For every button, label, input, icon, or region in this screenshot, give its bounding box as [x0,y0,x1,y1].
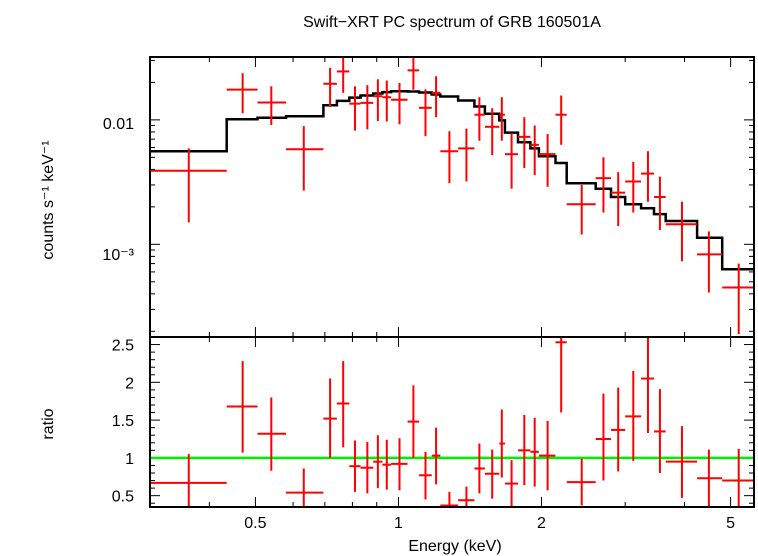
bottom-y-axis-label: ratio [40,408,57,439]
x-tick-label: 0.5 [244,515,266,532]
bottom-panel: 0.5 1 1.5 2 2.5 0.5 1 2 5 ratio Energy (keV) [40,336,755,555]
bottom-plot-area: 0.5 1 1.5 2 2.5 0.5 1 2 5 [112,336,754,532]
top-y-axis-label: counts s⁻¹ keV⁻¹ [40,140,57,259]
x-tick-label: 1 [394,515,403,532]
bottom-ytick-label: 1 [125,451,134,468]
chart-title: Swift−XRT PC spectrum of GRB 160501A [303,14,601,31]
x-axis-label: Energy (keV) [408,538,501,555]
bottom-ytick-label: 1.5 [112,413,134,430]
bottom-ytick-label: 0.5 [112,489,134,506]
bottom-ytick-label: 2.5 [112,338,134,355]
top-ytick-label-0: 0.01 [103,116,134,133]
bottom-ytick-label: 2 [125,375,134,392]
bottom-panel-frame [149,336,755,508]
x-tick-label: 5 [726,515,735,532]
top-plot-area [149,57,754,337]
x-tick-label: 2 [537,515,546,532]
top-ytick-label-1: 10⁻³ [102,247,134,264]
model-step-line [150,89,754,271]
top-panel: 0.01 10⁻³ counts s⁻¹ keV⁻¹ [40,56,755,338]
